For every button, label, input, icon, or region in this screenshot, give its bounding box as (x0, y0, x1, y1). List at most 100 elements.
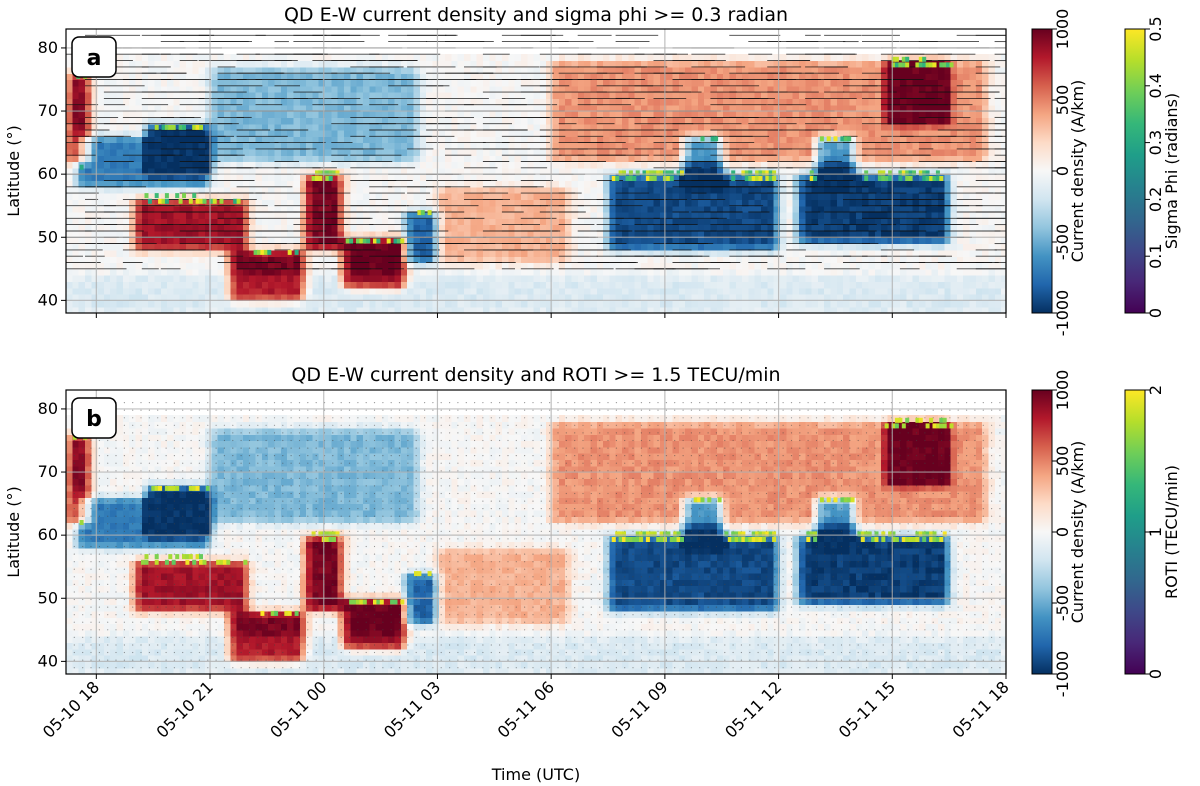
current-density-cell (97, 237, 105, 245)
current-density-cell (103, 262, 111, 270)
current-density-cell (533, 161, 541, 169)
current-density-cell (141, 256, 149, 264)
current-density-cell (735, 212, 743, 219)
current-density-cell (483, 300, 490, 308)
current-density-cell (84, 111, 92, 118)
current-density-cell (407, 98, 415, 106)
current-density-cell (685, 193, 693, 200)
current-density-cell (704, 155, 712, 163)
current-density-cell (419, 92, 427, 100)
current-density-cell (413, 60, 421, 68)
current-density-cell (306, 287, 314, 295)
current-density-cell (476, 275, 484, 283)
current-density-cell (129, 237, 137, 245)
current-density-cell (508, 212, 516, 219)
current-density-cell (192, 249, 200, 257)
current-density-cell (154, 66, 162, 74)
current-density-cell (242, 294, 250, 301)
current-density-cell (381, 161, 389, 169)
current-density-cell (350, 262, 358, 270)
current-density-cell (280, 79, 288, 87)
current-density-cell (407, 275, 415, 283)
current-density-cell (514, 66, 522, 74)
current-density-cell (527, 104, 535, 112)
current-density-cell (154, 167, 162, 175)
current-density-cell (501, 111, 509, 118)
current-density-cell (438, 306, 446, 313)
current-density-cell (66, 243, 73, 251)
current-density-cell (539, 117, 547, 125)
current-density-cell (678, 249, 686, 257)
current-density-cell (312, 287, 320, 295)
current-density-cell (110, 117, 118, 125)
current-density-cell (508, 129, 516, 137)
current-density-cell (400, 193, 408, 200)
current-density-cell (710, 174, 718, 182)
current-density-cell (350, 287, 358, 295)
current-density-cell (400, 218, 408, 226)
current-density-cell (691, 111, 699, 118)
current-density-cell (615, 306, 623, 313)
current-density-cell (824, 92, 832, 100)
current-density-cell (811, 205, 819, 213)
current-density-cell (830, 224, 838, 232)
current-density-cell (742, 268, 749, 276)
current-density-cell (438, 256, 446, 264)
current-density-cell (312, 123, 320, 131)
current-density-cell (817, 193, 825, 200)
current-density-cell (798, 136, 806, 144)
current-density-cell (160, 66, 168, 74)
current-density-cell (716, 243, 724, 251)
current-density-cell (325, 85, 332, 93)
current-density-cell (413, 123, 421, 131)
current-density-cell (640, 104, 648, 112)
current-density-cell (287, 148, 295, 156)
current-density-cell (748, 224, 756, 232)
current-density-cell (824, 79, 832, 87)
current-density-cell (647, 104, 655, 112)
current-density-cell (470, 199, 478, 207)
current-density-cell (659, 142, 667, 150)
current-density-cell (451, 300, 459, 308)
current-density-cell (211, 161, 219, 169)
current-density-cell (811, 199, 819, 207)
current-density-cell (508, 294, 516, 301)
current-density-cell (445, 92, 453, 100)
current-density-cell (767, 148, 775, 156)
current-density-cell (483, 243, 490, 251)
current-density-cell (268, 174, 276, 182)
current-density-cell (413, 205, 421, 213)
current-density-cell (173, 129, 181, 137)
current-density-cell (678, 54, 686, 62)
current-density-cell (716, 60, 724, 68)
current-density-cell (735, 66, 743, 74)
current-density-cell (438, 243, 446, 251)
current-density-cell (186, 287, 193, 295)
current-density-cell (280, 123, 288, 131)
current-density-cell (710, 161, 718, 169)
current-density-cell (609, 218, 617, 226)
current-density-cell (483, 205, 490, 213)
current-density-cell (672, 256, 680, 264)
current-density-cell (445, 66, 453, 74)
current-density-cell (426, 85, 434, 93)
current-density-cell (268, 98, 276, 106)
current-density-cell (464, 148, 471, 156)
current-density-cell (306, 224, 314, 232)
current-density-cell (704, 123, 712, 131)
current-density-cell (306, 180, 314, 188)
current-density-cell (122, 111, 130, 118)
current-density-cell (596, 275, 604, 283)
current-density-cell (798, 237, 806, 245)
current-density-cell (110, 136, 118, 144)
current-density-cell (483, 155, 490, 163)
current-density-cell (666, 268, 674, 276)
current-density-cell (457, 98, 465, 106)
current-density-cell (249, 161, 257, 169)
current-density-cell (331, 98, 339, 106)
current-density-cell (413, 98, 421, 106)
current-density-cell (78, 85, 86, 93)
current-density-cell (344, 136, 351, 144)
current-density-cell (457, 300, 465, 308)
current-density-cell (697, 104, 705, 112)
